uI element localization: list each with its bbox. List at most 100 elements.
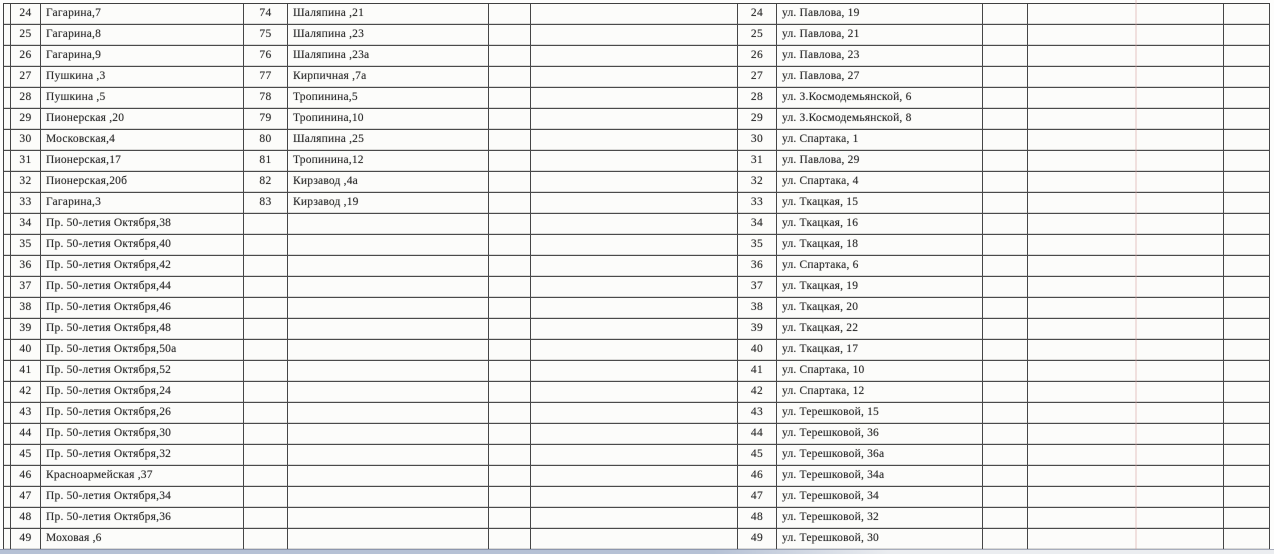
- empty-cell: [1224, 424, 1270, 445]
- empty-cell: [1028, 4, 1224, 25]
- row-number-cell: 38: [738, 298, 777, 319]
- empty-cell: [983, 151, 1028, 172]
- empty-cell: [1028, 382, 1224, 403]
- empty-cell: [531, 340, 738, 361]
- empty-cell: [531, 256, 738, 277]
- address-cell: ул. Терешковой, 34: [777, 487, 983, 508]
- empty-cell: [531, 214, 738, 235]
- empty-cell: [4, 172, 11, 193]
- address-cell: ул. Спартака, 4: [777, 172, 983, 193]
- empty-cell: [1224, 319, 1270, 340]
- empty-cell: [244, 256, 288, 277]
- empty-cell: [489, 256, 531, 277]
- empty-cell: [531, 445, 738, 466]
- empty-cell: [4, 130, 11, 151]
- address-cell: ул. Ткацкая, 19: [777, 277, 983, 298]
- address-cell: ул. Ткацкая, 20: [777, 298, 983, 319]
- empty-cell: [1028, 508, 1224, 529]
- empty-cell: [1028, 319, 1224, 340]
- empty-cell: [489, 277, 531, 298]
- address-cell: Пионерская,20б: [41, 172, 244, 193]
- address-cell: Тропинина,5: [288, 88, 489, 109]
- address-cell: Пр. 50-летия Октября,36: [41, 508, 244, 529]
- address-cell: Тропинина,12: [288, 151, 489, 172]
- row-number-cell: 46: [11, 466, 41, 487]
- row-number-cell: 42: [11, 382, 41, 403]
- empty-cell: [489, 67, 531, 88]
- empty-cell: [983, 319, 1028, 340]
- row-number-cell: 34: [738, 214, 777, 235]
- empty-cell: [983, 193, 1028, 214]
- address-cell: ул. Спартака, 10: [777, 361, 983, 382]
- empty-cell: [983, 109, 1028, 130]
- empty-cell: [4, 382, 11, 403]
- window-edge-strip: [0, 549, 1274, 554]
- empty-cell: [1224, 508, 1270, 529]
- empty-cell: [489, 298, 531, 319]
- empty-cell: [244, 277, 288, 298]
- row-number-cell: 29: [11, 109, 41, 130]
- address-cell: Пр. 50-летия Октября,52: [41, 361, 244, 382]
- empty-cell: [489, 529, 531, 550]
- empty-cell: [983, 130, 1028, 151]
- empty-cell: [983, 214, 1028, 235]
- empty-cell: [4, 424, 11, 445]
- address-cell: ул. Павлова, 27: [777, 67, 983, 88]
- address-cell: Кирпичная ,7а: [288, 67, 489, 88]
- empty-cell: [244, 487, 288, 508]
- empty-cell: [1224, 67, 1270, 88]
- empty-cell: [4, 298, 11, 319]
- empty-cell: [288, 466, 489, 487]
- empty-cell: [531, 151, 738, 172]
- empty-cell: [983, 298, 1028, 319]
- address-cell: Шаляпина ,23а: [288, 46, 489, 67]
- row-number-cell: 27: [738, 67, 777, 88]
- empty-cell: [1224, 88, 1270, 109]
- address-cell: Кирзавод ,19: [288, 193, 489, 214]
- row-number-cell: 49: [11, 529, 41, 550]
- address-cell: Пр. 50-летия Октября,42: [41, 256, 244, 277]
- empty-cell: [4, 529, 11, 550]
- empty-cell: [1224, 529, 1270, 550]
- address-cell: Гагарина,7: [41, 4, 244, 25]
- row-number-cell: 46: [738, 466, 777, 487]
- address-cell: Пр. 50-летия Октября,38: [41, 214, 244, 235]
- row-number-cell: 32: [11, 172, 41, 193]
- empty-cell: [983, 487, 1028, 508]
- empty-cell: [244, 298, 288, 319]
- row-number-cell: 25: [11, 25, 41, 46]
- empty-cell: [489, 214, 531, 235]
- empty-cell: [1028, 529, 1224, 550]
- empty-cell: [1224, 298, 1270, 319]
- row-number-cell: 31: [11, 151, 41, 172]
- empty-cell: [531, 25, 738, 46]
- empty-cell: [489, 130, 531, 151]
- empty-cell: [489, 172, 531, 193]
- empty-cell: [531, 466, 738, 487]
- empty-cell: [1028, 298, 1224, 319]
- address-cell: ул. З.Космодемьянской, 8: [777, 109, 983, 130]
- address-cell: ул. Ткацкая, 18: [777, 235, 983, 256]
- empty-cell: [531, 109, 738, 130]
- empty-cell: [4, 340, 11, 361]
- address-cell: ул. Павлова, 19: [777, 4, 983, 25]
- address-cell: ул. Терешковой, 36: [777, 424, 983, 445]
- empty-cell: [1224, 130, 1270, 151]
- empty-cell: [1224, 172, 1270, 193]
- address-cell: Красноармейская ,37: [41, 466, 244, 487]
- empty-cell: [4, 88, 11, 109]
- row-number-cell: 34: [11, 214, 41, 235]
- address-cell: Пр. 50-летия Октября,24: [41, 382, 244, 403]
- empty-cell: [288, 445, 489, 466]
- empty-cell: [288, 508, 489, 529]
- address-cell: ул. Терешковой, 36а: [777, 445, 983, 466]
- address-cell: ул. З.Космодемьянской, 6: [777, 88, 983, 109]
- row-number-cell: 32: [738, 172, 777, 193]
- empty-cell: [489, 46, 531, 67]
- row-number-cell: 40: [738, 340, 777, 361]
- empty-cell: [4, 361, 11, 382]
- empty-cell: [288, 256, 489, 277]
- empty-cell: [1028, 46, 1224, 67]
- row-number-cell: 33: [738, 193, 777, 214]
- row-number-cell: 28: [11, 88, 41, 109]
